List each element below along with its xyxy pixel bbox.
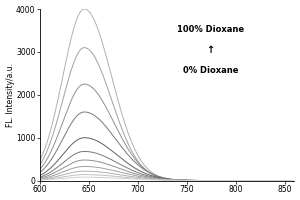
Text: ↑: ↑ [206,45,214,55]
Y-axis label: FL. Intensity/a.u.: FL. Intensity/a.u. [6,63,15,127]
Text: 0% Dioxane: 0% Dioxane [183,66,238,75]
Text: 100% Dioxane: 100% Dioxane [177,25,244,34]
